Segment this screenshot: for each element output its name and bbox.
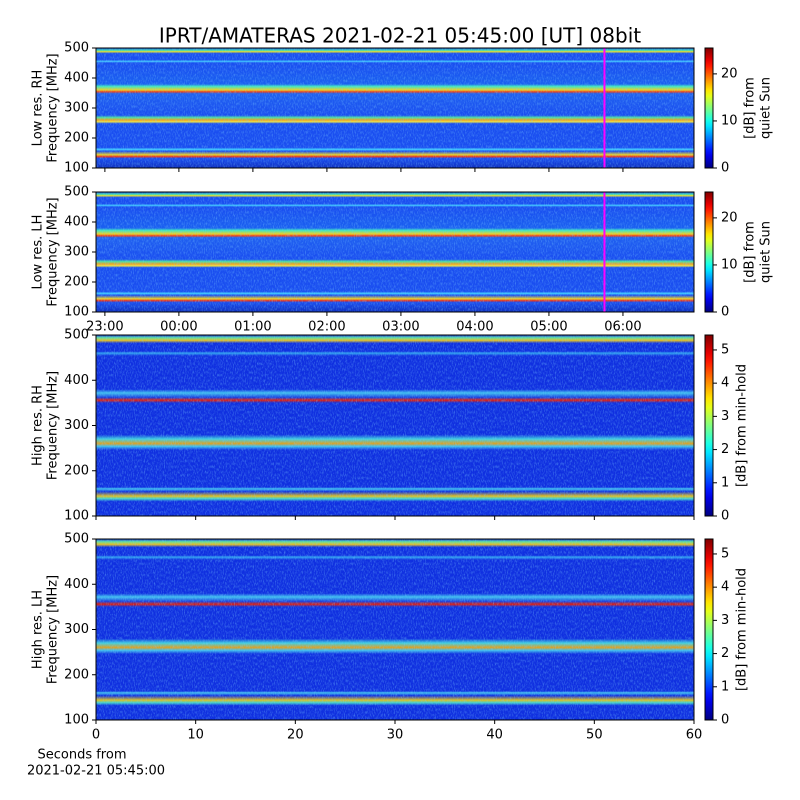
colorbar-tick-label: 20 — [721, 66, 738, 81]
y-tick-label: 100 — [64, 713, 89, 728]
y-axis-label: Frequency [MHz] — [46, 53, 61, 162]
y-tick-label: 400 — [64, 215, 89, 230]
colorbar-tick-label: 4 — [721, 580, 729, 595]
x-tick-label: 23:00 — [86, 320, 123, 335]
x-tick-label: 50 — [586, 728, 603, 743]
y-axis-label: High res. RH — [31, 385, 46, 466]
x-tick-label: 0 — [92, 728, 100, 743]
y-tick-label: 400 — [64, 577, 89, 592]
x-tick-label: 30 — [387, 728, 404, 743]
y-tick-label: 500 — [64, 41, 89, 56]
y-axis-label: Frequency [MHz] — [46, 371, 61, 480]
y-tick-label: 200 — [64, 131, 89, 146]
x-axis-label: 2021-02-21 05:45:00 — [27, 764, 165, 779]
x-tick-label: 00:00 — [160, 320, 197, 335]
x-tick-label: 40 — [486, 728, 503, 743]
spectrogram-texture — [96, 48, 694, 168]
x-tick-label: 01:00 — [234, 320, 271, 335]
x-tick-label: 02:00 — [308, 320, 345, 335]
y-tick-label: 300 — [64, 245, 89, 260]
y-tick-label: 500 — [64, 532, 89, 547]
spectrogram-texture — [96, 192, 694, 312]
colorbar-tick-label: 0 — [721, 305, 729, 320]
y-axis-label: Frequency [MHz] — [46, 575, 61, 684]
y-axis-label: High res. LH — [31, 590, 46, 669]
x-tick-label: 05:00 — [530, 320, 567, 335]
spectrogram-texture — [96, 539, 694, 720]
colorbar-tick-label: 5 — [721, 546, 729, 561]
colorbar-tick-label: 4 — [721, 376, 729, 391]
colorbar-tick-label: 10 — [721, 257, 738, 272]
chart-title: IPRT/AMATERAS 2021-02-21 05:45:00 [UT] 0… — [159, 24, 641, 48]
x-tick-label: 60 — [686, 728, 703, 743]
y-tick-label: 200 — [64, 463, 89, 478]
y-axis-label: Low res. RH — [31, 70, 46, 147]
colorbar-label: [dB] from min-hold — [735, 364, 750, 487]
colorbar — [704, 334, 714, 517]
colorbar — [704, 47, 714, 169]
x-axis-label: Seconds from — [37, 748, 126, 763]
x-tick-label: 03:00 — [382, 320, 419, 335]
x-tick-label: 10 — [187, 728, 204, 743]
x-tick-label: 06:00 — [604, 320, 641, 335]
colorbar-tick-label: 20 — [721, 210, 738, 225]
colorbar-tick-label: 2 — [721, 646, 729, 661]
y-tick-label: 300 — [64, 622, 89, 637]
y-tick-label: 500 — [64, 185, 89, 200]
y-tick-label: 400 — [64, 71, 89, 86]
colorbar-label: quiet Sun — [759, 221, 774, 283]
colorbar — [704, 538, 714, 721]
colorbar-label: [dB] from min-hold — [735, 568, 750, 691]
x-tick-label: 04:00 — [456, 320, 493, 335]
y-tick-label: 100 — [64, 161, 89, 176]
y-tick-label: 200 — [64, 667, 89, 682]
y-tick-label: 500 — [64, 328, 89, 343]
colorbar-tick-label: 3 — [721, 409, 729, 424]
colorbar-tick-label: 1 — [721, 475, 729, 490]
x-tick-label: 20 — [287, 728, 304, 743]
y-axis-label: Low res. LH — [31, 215, 46, 290]
spectrogram-texture — [96, 335, 694, 516]
y-tick-label: 100 — [64, 305, 89, 320]
y-tick-label: 300 — [64, 418, 89, 433]
colorbar-tick-label: 2 — [721, 442, 729, 457]
colorbar-tick-label: 0 — [721, 509, 729, 524]
y-tick-label: 400 — [64, 373, 89, 388]
colorbar-tick-label: 1 — [721, 679, 729, 694]
colorbar-tick-label: 3 — [721, 613, 729, 628]
y-tick-label: 100 — [64, 509, 89, 524]
colorbar-tick-label: 5 — [721, 342, 729, 357]
y-axis-label: Frequency [MHz] — [46, 197, 61, 306]
colorbar-tick-label: 10 — [721, 113, 738, 128]
y-tick-label: 300 — [64, 101, 89, 116]
colorbar-label: [dB] from — [743, 77, 758, 139]
colorbar-tick-label: 0 — [721, 161, 729, 176]
colorbar-label: quiet Sun — [759, 77, 774, 139]
colorbar-tick-label: 0 — [721, 713, 729, 728]
colorbar — [704, 191, 714, 313]
y-tick-label: 200 — [64, 275, 89, 290]
colorbar-label: [dB] from — [743, 221, 758, 283]
